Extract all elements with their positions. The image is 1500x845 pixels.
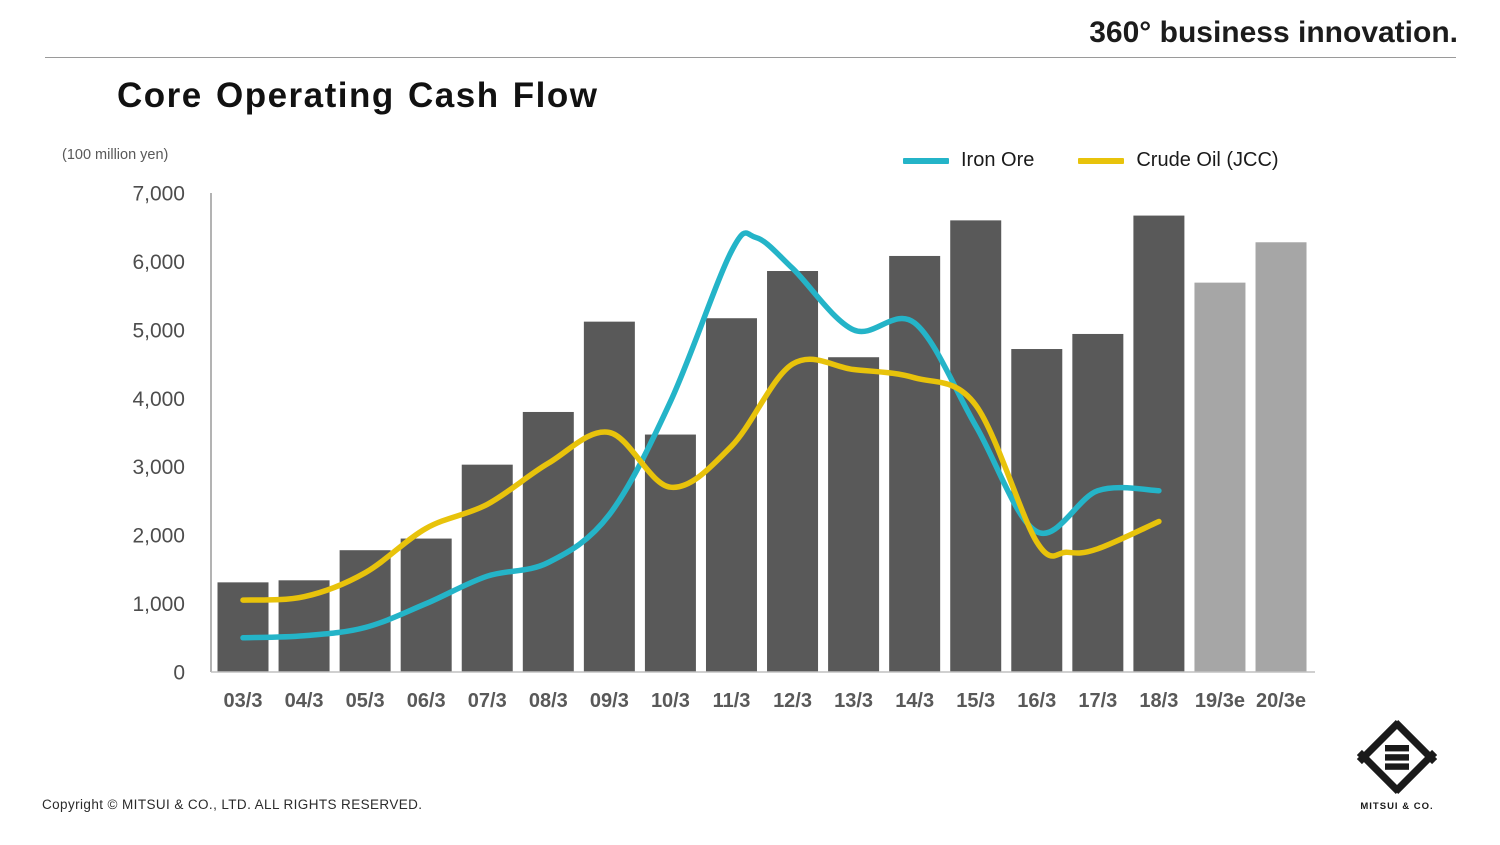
bar-03-3 <box>217 582 269 672</box>
cash-flow-chart: 0 1,000 2,000 3,000 4,000 5,000 6,000 7,000 03/3… <box>40 140 1340 712</box>
x-tick-label: 05/3 <box>346 690 385 710</box>
x-tick-label: 13/3 <box>834 690 873 710</box>
x-tick-label: 04/3 <box>285 690 324 710</box>
x-tick-label: 18/3 <box>1139 690 1178 710</box>
mitsui-logo: MITSUI & CO. <box>1356 720 1438 812</box>
y-tick-label: 2,000 <box>132 525 185 548</box>
x-tick-label: 15/3 <box>956 690 995 710</box>
legend-label-iron-ore: Iron Ore <box>961 149 1035 171</box>
crude-oil-line-swatch <box>1078 157 1125 164</box>
y-tick-label: 7,000 <box>132 183 185 206</box>
bar-15-3 <box>950 220 1002 672</box>
x-tick-label: 09/3 <box>590 690 629 710</box>
mitsui-logo-text: MITSUI & CO. <box>1360 801 1434 812</box>
x-tick-label: 11/3 <box>713 690 751 710</box>
legend-item-crude-oil: Crude Oil (JCC) <box>1078 149 1279 172</box>
x-tick-label: 19/3e <box>1195 690 1245 710</box>
x-tick-label: 03/3 <box>224 690 263 710</box>
y-tick-label: 4,000 <box>132 388 185 411</box>
bar-13-3 <box>828 357 880 672</box>
legend-item-iron-ore: Iron Ore <box>903 149 1034 172</box>
x-tick-label: 07/3 <box>468 690 507 710</box>
x-tick-label: 14/3 <box>895 690 934 710</box>
crude-oil-jcc-line <box>240 356 1162 603</box>
bar-18-3 <box>1133 215 1185 672</box>
bar-12-3 <box>767 271 819 672</box>
bar-10-3 <box>644 434 696 672</box>
y-tick-label: 3,000 <box>132 456 185 479</box>
x-tick-label: 17/3 <box>1078 690 1117 710</box>
bar-20-3e <box>1255 242 1307 673</box>
bar-19-3e <box>1194 282 1246 672</box>
bar-08-3 <box>522 411 574 672</box>
x-tick-label: 06/3 <box>407 690 446 710</box>
header-divider <box>45 57 1456 58</box>
chart-legend: Iron Ore Crude Oil (JCC) <box>903 149 1279 172</box>
brand-slogan: 360° business innovation. <box>1089 16 1458 49</box>
copyright-text: Copyright © MITSUI & CO., LTD. ALL RIGHT… <box>42 797 423 812</box>
bar-05-3 <box>339 550 391 672</box>
y-tick-label: 1,000 <box>132 593 185 616</box>
y-tick-label: 0 <box>173 662 185 685</box>
bar-07-3 <box>461 464 513 672</box>
mitsui-igeta-mark <box>1356 720 1438 794</box>
x-tick-label: 10/3 <box>651 690 690 710</box>
iron-ore-line-swatch <box>903 157 949 164</box>
legend-label-crude-oil: Crude Oil (JCC) <box>1136 149 1279 171</box>
bar-09-3 <box>583 321 635 672</box>
page-title: Core Operating Cash Flow <box>117 76 599 115</box>
x-tick-label: 16/3 <box>1017 690 1056 710</box>
bar-11-3 <box>705 318 757 672</box>
iron-ore-line <box>240 230 1162 641</box>
axis-unit-label: (100 million yen) <box>62 147 169 163</box>
y-tick-label: 5,000 <box>132 319 185 342</box>
x-tick-label: 08/3 <box>529 690 568 710</box>
x-tick-label: 12/3 <box>773 690 812 710</box>
x-tick-label: 20/3e <box>1256 690 1306 710</box>
y-tick-label: 6,000 <box>132 251 185 274</box>
